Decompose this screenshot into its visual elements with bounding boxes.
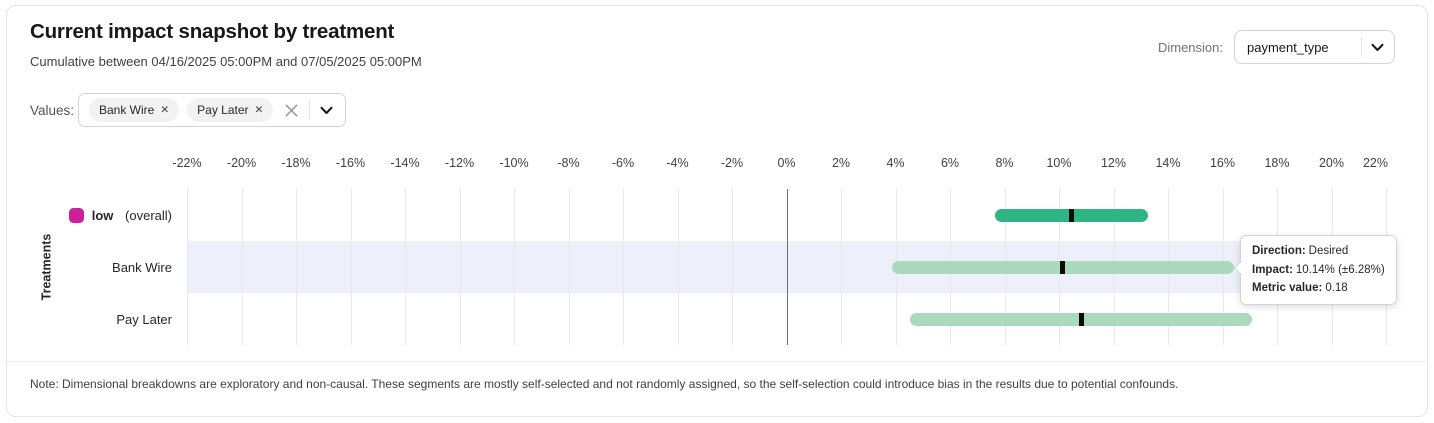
y-axis-label: Treatments: [39, 233, 54, 301]
select-divider: [1361, 37, 1362, 57]
axis-tick-label: 10%: [1046, 156, 1072, 170]
values-multiselect[interactable]: Bank Wire ✕ Pay Later ✕: [78, 93, 346, 127]
values-label: Values:: [30, 102, 75, 118]
values-divider: [309, 100, 310, 120]
axis-tick-label: -12%: [444, 156, 475, 170]
axis-tick-label: -22%: [172, 156, 202, 170]
footer-divider: [7, 361, 1427, 362]
impact-bar[interactable]: [909, 312, 1253, 326]
axis-tick-label: 2%: [831, 156, 851, 170]
page-title: Current impact snapshot by treatment: [30, 20, 395, 43]
axis-tick-label: 16%: [1209, 156, 1236, 170]
treatment-row-label: Pay Later: [116, 311, 172, 327]
legend-swatch: [68, 207, 84, 223]
gridline: [677, 189, 679, 345]
chart-tooltip: Direction: Desired Impact: 10.14% (±6.28%)…: [1240, 235, 1397, 305]
chevron-down-icon: [1371, 43, 1384, 52]
axis-tick-label: -14%: [390, 156, 420, 170]
axis-tick-label: -6%: [611, 156, 635, 170]
gridline: [1386, 189, 1387, 345]
value-chip-label: Pay Later: [197, 103, 249, 117]
gridline: [459, 189, 461, 345]
axis-tick-label: -4%: [666, 156, 689, 170]
axis-tick-label: 20%: [1318, 156, 1345, 170]
gridline: [1331, 189, 1333, 345]
remove-value-icon[interactable]: ✕: [254, 103, 264, 116]
axis-tick-label: -18%: [281, 156, 311, 170]
axis-tick-label: 4%: [886, 156, 905, 170]
remove-value-icon[interactable]: ✕: [160, 103, 170, 116]
gridline: [350, 189, 352, 345]
gridline: [623, 189, 624, 345]
value-chip-label: Bank Wire: [99, 103, 155, 117]
zero-line: [786, 189, 788, 345]
value-chip-bank-wire[interactable]: Bank Wire ✕: [89, 98, 180, 122]
dimension-control: Dimension: payment_type: [1158, 30, 1395, 64]
impact-bar[interactable]: [891, 260, 1234, 274]
chevron-down-icon[interactable]: [320, 106, 333, 115]
axis-tick-label: 12%: [1100, 156, 1127, 170]
dimension-label: Dimension:: [1157, 39, 1223, 55]
axis-tick-label: -2%: [720, 156, 744, 170]
tooltip-direction: Direction: Desired: [1252, 245, 1349, 257]
dimension-select-value: payment_type: [1247, 39, 1329, 55]
impact-bar[interactable]: [994, 208, 1149, 222]
gridline: [732, 189, 733, 345]
axis-tick-label: 6%: [940, 156, 960, 170]
gridline: [568, 189, 570, 345]
gridline: [241, 189, 243, 345]
axis-tick-label: -10%: [499, 156, 529, 170]
gridline: [405, 189, 406, 345]
axis-tick-label: 18%: [1264, 156, 1290, 170]
gridline: [841, 189, 842, 345]
date-range-subtitle: Cumulative between 04/16/2025 05:00PM an…: [30, 54, 422, 69]
gridline: [514, 189, 515, 345]
gridline: [1277, 189, 1278, 345]
value-chip-pay-later[interactable]: Pay Later ✕: [187, 98, 274, 122]
axis-tick-label: -16%: [335, 156, 366, 170]
axis-tick-label: -20%: [226, 156, 257, 170]
treatment-row-label: Bank Wire: [112, 259, 172, 275]
footnote: Note: Dimensional breakdowns are explora…: [30, 377, 1179, 391]
axis-tick-label: 22%: [1362, 156, 1388, 170]
tooltip-impact: Impact: 10.14% (±6.28%): [1252, 263, 1385, 276]
axis-tick-label: 14%: [1155, 156, 1181, 170]
impact-snapshot-card: Current impact snapshot by treatment Cum…: [6, 5, 1428, 417]
clear-values-icon[interactable]: [284, 103, 299, 118]
dimension-select[interactable]: payment_type: [1234, 30, 1395, 64]
axis-tick-label: 8%: [995, 156, 1014, 170]
treatment-row-label: low (overall): [7, 189, 172, 241]
axis-tick-label: 0%: [777, 156, 796, 170]
tooltip-metric-value: Metric value: 0.18: [1252, 282, 1348, 294]
selected-values-chips: Bank Wire ✕ Pay Later ✕: [89, 98, 274, 122]
gridline: [187, 189, 188, 345]
axis-tick-label: -8%: [557, 156, 580, 170]
gridline: [296, 189, 297, 345]
